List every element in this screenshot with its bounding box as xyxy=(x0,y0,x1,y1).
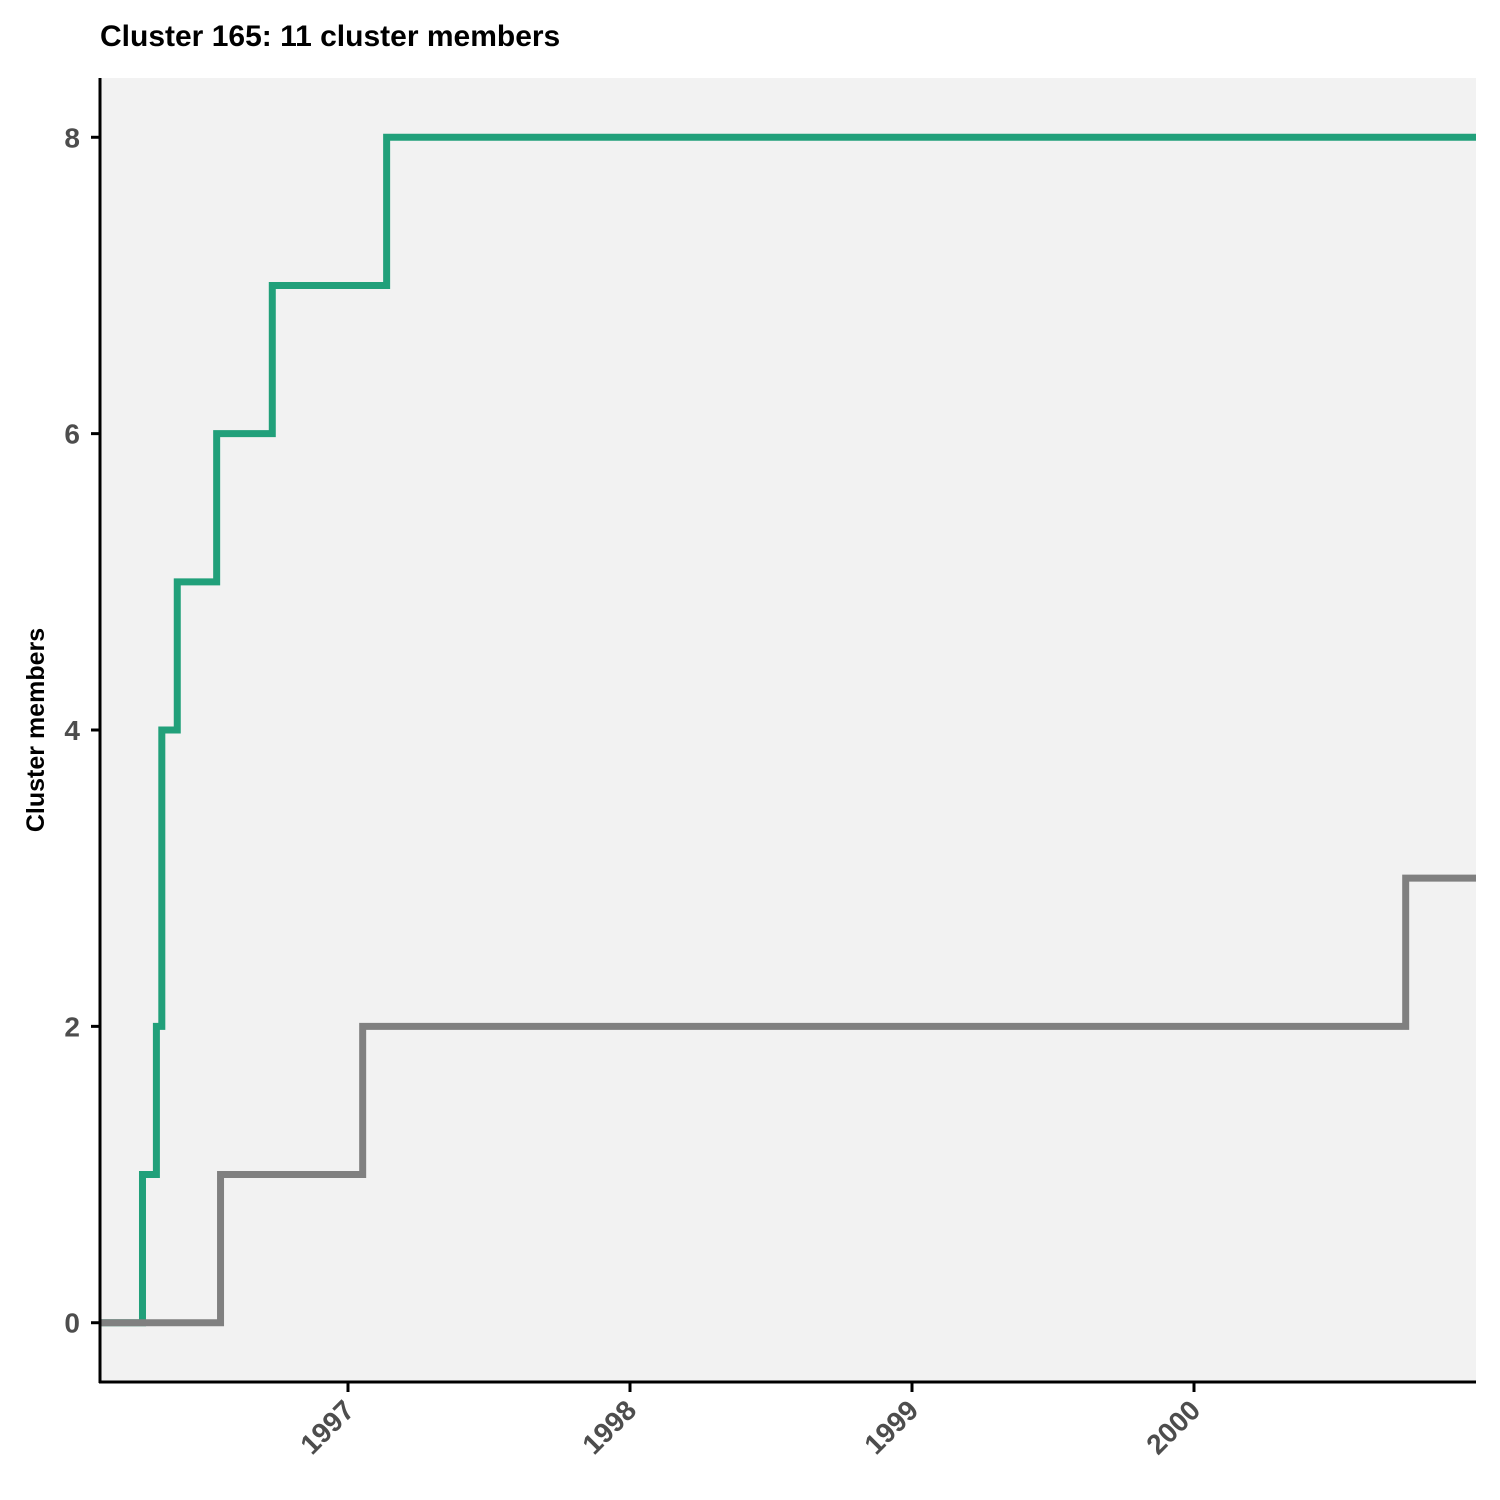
series-layer xyxy=(100,133,1476,1327)
y-tick-label: 2 xyxy=(64,1011,80,1042)
plot-panel xyxy=(100,78,1476,1382)
y-ticks: 0 2 4 6 8 xyxy=(64,122,100,1339)
x-tick-label: 1997 xyxy=(294,1394,360,1460)
y-tick-label: 0 xyxy=(64,1308,80,1339)
y-tick-label: 6 xyxy=(64,419,80,450)
y-tick-label: 4 xyxy=(64,715,80,746)
series-line-0 xyxy=(100,133,1476,1327)
x-ticks: 1997 1998 1999 2000 xyxy=(294,1382,1206,1460)
x-tick-label: 2000 xyxy=(1140,1394,1206,1460)
x-tick-label: 1999 xyxy=(858,1394,924,1460)
y-tick-label: 8 xyxy=(64,122,80,153)
y-axis-label: Cluster members xyxy=(22,628,50,832)
x-tick-label: 1998 xyxy=(576,1394,642,1460)
chart-title: Cluster 165: 11 cluster members xyxy=(100,20,560,53)
series-line-1 xyxy=(100,874,1476,1327)
